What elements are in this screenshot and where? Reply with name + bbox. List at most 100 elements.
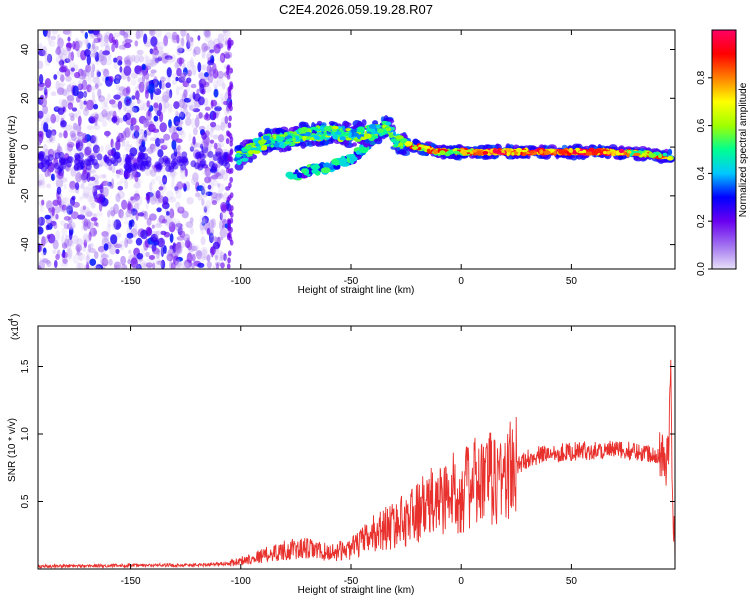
noise-band-blob [212, 154, 219, 161]
noise-blob [123, 56, 131, 65]
noise-blob [94, 179, 99, 185]
signal-halo-blob [324, 140, 329, 146]
colorbar-frame [711, 29, 737, 270]
noise-blob [130, 257, 138, 269]
noise-blob [202, 219, 208, 224]
noise-blob [72, 122, 78, 131]
noise-blob [119, 178, 127, 184]
noise-blob [114, 39, 119, 49]
noise-blob [78, 254, 83, 262]
noise-blob [216, 76, 224, 87]
noise-blob [83, 218, 89, 227]
noise-edge-blob [229, 149, 233, 156]
signal-track-blob [516, 147, 522, 153]
noise-edge-blob [228, 182, 232, 189]
noise-blob [44, 236, 49, 244]
noise-blob [92, 227, 97, 236]
noise-blob [122, 32, 129, 38]
noise-blob [88, 187, 96, 193]
noise-blob [179, 106, 185, 118]
noise-blob [52, 239, 59, 250]
noise-blob [196, 141, 204, 147]
noise-blob [135, 30, 141, 40]
noise-blob [80, 69, 87, 77]
signal-track-blob [263, 135, 270, 141]
noise-blob [138, 55, 145, 63]
noise-blob [90, 202, 96, 209]
noise-blob [215, 172, 222, 177]
noise-blob [86, 211, 93, 217]
noise-blob [96, 82, 103, 87]
noise-blob [77, 115, 82, 126]
signal-track-blob [506, 151, 510, 157]
colorbar-scale [712, 30, 736, 269]
noise-blob [42, 30, 48, 37]
signal-track-blob [288, 138, 294, 142]
noise-blob [178, 111, 186, 121]
noise-blob [124, 237, 129, 248]
signal-track-blob [611, 151, 616, 155]
noise-blob [198, 112, 204, 119]
signal-track-blob [393, 131, 396, 136]
signal-track-blob [395, 135, 404, 140]
noise-blob [193, 244, 200, 252]
noise-blob [167, 58, 173, 64]
noise-blob [66, 84, 73, 92]
noise-blob [185, 261, 190, 269]
noise-blob [213, 142, 218, 150]
noise-blob [112, 142, 116, 149]
noise-blob [46, 32, 51, 41]
noise-blob [95, 264, 104, 269]
noise-blob [177, 241, 182, 249]
noise-blob [54, 168, 60, 174]
noise-blob [196, 250, 203, 260]
signal-halo-blob [364, 139, 372, 144]
noise-blob [56, 249, 61, 258]
noise-edge-blob [225, 138, 230, 145]
noise-blob [50, 131, 56, 142]
noise-edge-blob [229, 176, 233, 183]
noise-blob [201, 42, 208, 53]
noise-blob [204, 36, 212, 43]
signal-track-blob [326, 131, 332, 135]
noise-blob [125, 98, 131, 106]
noise-blob [104, 98, 108, 107]
signal-halo-blob [281, 147, 288, 153]
noise-blob [60, 43, 64, 52]
noise-blob [189, 69, 197, 76]
noise-blob [65, 124, 73, 131]
noise-blob [209, 252, 213, 258]
noise-blob [154, 223, 163, 229]
noise-blob [209, 142, 213, 148]
noise-blob [175, 223, 184, 233]
noise-blob [164, 55, 173, 61]
noise-blob [186, 60, 195, 71]
noise-blob [67, 247, 73, 259]
signal-track-blob [543, 150, 551, 155]
noise-blob [215, 193, 222, 201]
noise-blob [176, 67, 182, 77]
noise-blob [96, 71, 101, 77]
noise-blob [197, 195, 204, 200]
noise-blob [93, 221, 98, 227]
noise-blob [219, 254, 225, 262]
noise-blob [180, 92, 184, 99]
noise-blob [204, 30, 211, 39]
noise-blob [108, 223, 112, 229]
noise-blob [72, 85, 79, 97]
noise-blob [169, 208, 175, 219]
signal-track-blob [345, 128, 352, 132]
noise-blob [41, 236, 46, 247]
noise-blob [113, 57, 118, 63]
signal-track-blob [332, 134, 338, 140]
noise-blob [101, 257, 109, 267]
noise-blob [52, 249, 57, 254]
noise-blob [174, 244, 183, 255]
noise-blob [86, 249, 91, 260]
noise-blob [84, 32, 89, 39]
signal-track-blob [310, 126, 318, 130]
noise-blob [86, 99, 94, 111]
noise-blob [149, 213, 157, 221]
noise-blob [63, 183, 67, 190]
noise-blob [161, 95, 169, 104]
